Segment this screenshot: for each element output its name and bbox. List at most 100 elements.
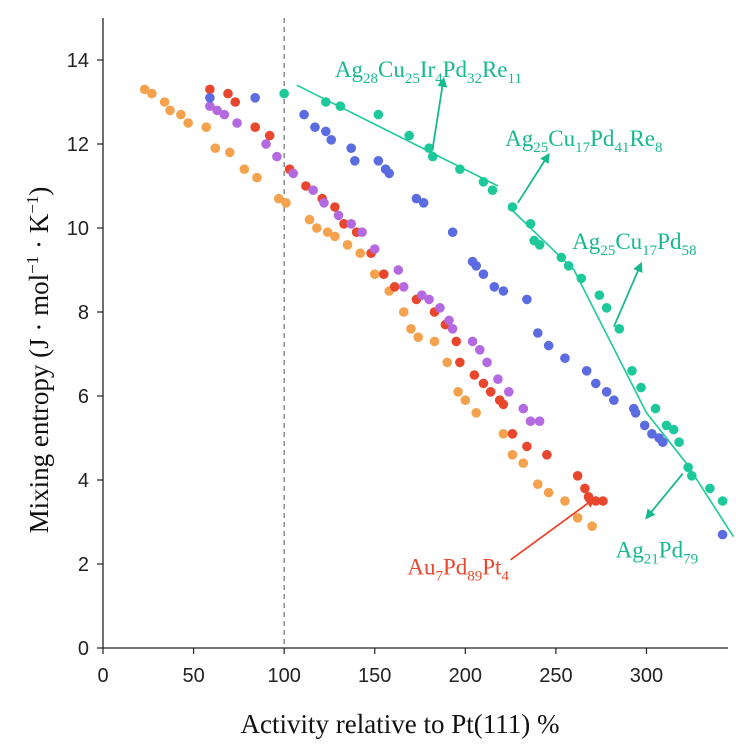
annotation-arrow-ag25pd [613, 261, 643, 328]
data-point-blue [478, 269, 489, 280]
formula-element: Cu [548, 126, 575, 151]
data-point-blue [609, 395, 619, 406]
y-tick-label: 10 [67, 218, 89, 240]
formula-element: Pd [657, 229, 682, 254]
data-point-teal [636, 382, 646, 393]
data-point-purple [435, 303, 445, 313]
data-point-red [522, 441, 532, 452]
x-tick-label: 200 [449, 665, 482, 687]
data-point-orange [252, 172, 262, 183]
data-point-purple [393, 265, 404, 275]
data-point-teal [279, 88, 289, 99]
data-point-purple [261, 139, 271, 149]
data-point-orange [398, 307, 409, 317]
data-point-purple [232, 118, 242, 128]
annotation-arrow-ag21 [645, 473, 684, 520]
formula-subscript: 8 [655, 140, 663, 156]
data-point-red [498, 399, 509, 410]
formula-subscript: 21 [644, 552, 659, 568]
data-point-purple [288, 168, 299, 179]
data-point-red [542, 450, 552, 460]
data-point-orange [165, 105, 175, 116]
data-point-red [330, 202, 340, 212]
data-point-red [455, 357, 465, 368]
y-tick-label: 6 [78, 386, 89, 408]
data-point-orange [587, 521, 597, 531]
data-points [139, 84, 728, 540]
data-point-orange [330, 231, 340, 242]
data-point-purple [447, 324, 458, 334]
annotation-label-ag25re: Ag25Cu17Pd41Re8 [505, 126, 662, 156]
axes: 0 50 100 150 200 250 300 0 2 4 6 8 10 12 14 [67, 18, 728, 687]
data-point-purple [212, 105, 222, 116]
x-tick-label: 0 [97, 665, 108, 687]
formula-subscript: 17 [642, 243, 658, 259]
data-point-orange [225, 147, 235, 158]
data-point-red [301, 181, 311, 191]
y-tick-label: 0 [78, 638, 89, 660]
data-point-blue [581, 366, 592, 376]
y-axis-title-main: Mixing entropy (J · mol [24, 274, 54, 533]
data-point-red [339, 219, 349, 229]
data-point-blue [560, 353, 570, 364]
data-point-teal [650, 403, 661, 414]
data-point-purple [369, 244, 380, 254]
data-point-blue [489, 282, 500, 292]
formula-subscript: 25 [600, 243, 615, 259]
data-point-teal [525, 219, 536, 229]
annotation-label-au7: Au7Pd89Pt4 [407, 555, 509, 585]
data-point-blue [717, 529, 728, 540]
data-point-teal [601, 303, 612, 313]
y-tick-label: 12 [67, 134, 89, 156]
data-point-purple [467, 336, 478, 347]
data-point-orange [210, 143, 221, 153]
data-point-orange [273, 193, 284, 204]
data-point-blue [498, 286, 509, 296]
series-blue [205, 93, 728, 540]
data-point-purple [525, 416, 536, 427]
data-point-orange [406, 324, 416, 334]
data-point-red [485, 387, 496, 397]
data-point-teal [427, 151, 438, 162]
y-tick-label: 8 [78, 302, 89, 324]
formula-element: Au [407, 555, 436, 580]
formula-element: Pt [482, 555, 502, 580]
data-point-blue [326, 135, 337, 145]
data-point-orange [518, 458, 529, 469]
data-point-orange [183, 118, 193, 128]
y-tick-label: 2 [78, 554, 89, 576]
data-point-blue [321, 126, 331, 137]
data-point-teal [321, 97, 331, 107]
data-point-blue [590, 378, 601, 389]
formula-element: Ag [572, 229, 601, 254]
formula-subscript: 58 [681, 243, 696, 259]
formula-element: Pd [590, 126, 615, 151]
annotation-arrow-ag28 [431, 76, 448, 149]
data-point-purple [503, 387, 514, 397]
data-point-teal [404, 130, 414, 141]
annotation-label-ag25pd: Ag25Cu17Pd58 [572, 229, 696, 259]
data-point-teal [424, 143, 434, 153]
data-point-teal [335, 101, 346, 111]
y-axis-title: Mixing entropy (J · mol−1 · K−1) [23, 187, 54, 534]
data-point-purple [398, 282, 409, 292]
data-point-red [205, 84, 215, 95]
data-point-orange [176, 109, 186, 120]
data-point-blue [384, 168, 395, 179]
data-point-orange [572, 513, 583, 523]
y-axis-title-exp2: −1 [23, 196, 42, 214]
data-point-teal [717, 496, 728, 506]
data-point-orange [311, 223, 322, 233]
formula-element: Ag [505, 126, 534, 151]
data-point-teal [661, 420, 672, 431]
formula-subscript: 25 [405, 71, 420, 87]
data-point-blue [373, 156, 384, 166]
data-point-teal [455, 164, 465, 174]
y-axis-title-end: ) [24, 187, 54, 196]
data-point-purple [333, 210, 344, 221]
data-point-blue [299, 109, 309, 120]
data-point-teal [686, 471, 697, 481]
data-point-purple [272, 151, 282, 162]
x-tick-label: 100 [267, 665, 300, 687]
data-point-red [378, 269, 389, 280]
